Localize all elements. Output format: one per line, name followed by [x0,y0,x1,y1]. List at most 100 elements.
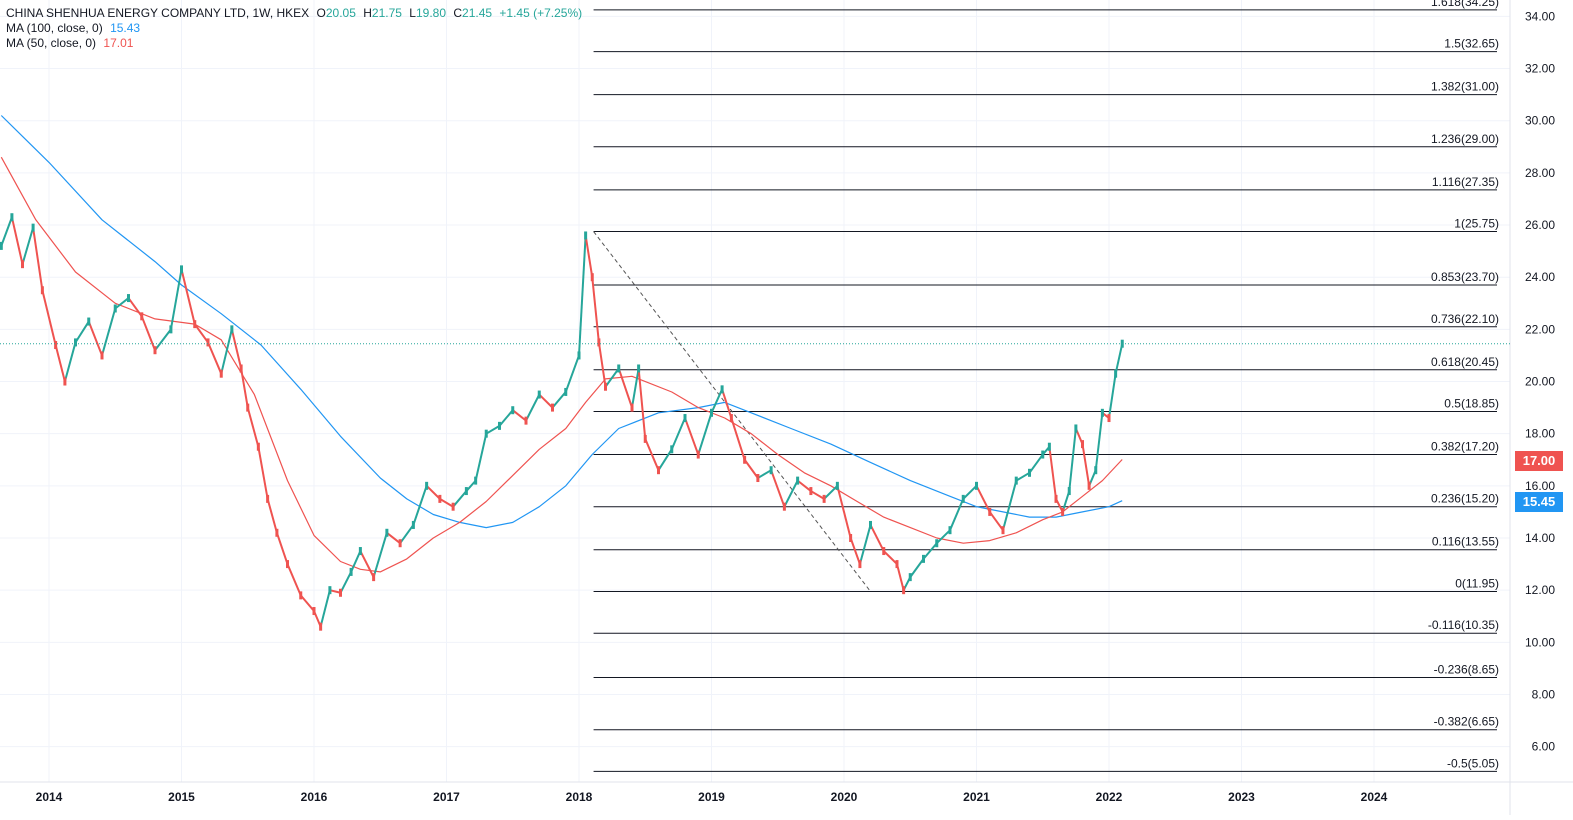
price-candle [564,387,568,396]
price-segment [1108,373,1117,419]
price-candle [358,547,362,556]
price-segment [604,367,620,388]
symbol-row: CHINA SHENHUA ENERGY COMPANY LTD, 1W, HK… [6,6,582,21]
price-segment [207,342,223,375]
price-candle [1094,466,1098,475]
x-tick-label: 2015 [168,790,195,804]
price-segment [32,227,44,291]
fib-level-label: 0.736(22.10) [1431,312,1499,326]
price-candle [908,573,912,582]
y-tick-label: 34.00 [1525,9,1555,23]
price-candle [1100,408,1104,417]
price-segment [909,558,925,578]
price-candle [1047,442,1051,451]
price-segment [220,329,233,374]
price-candle [193,320,197,329]
ohlc-close: C21.45 [453,6,492,20]
ma50-value: 17.01 [103,36,134,50]
x-tick-label: 2024 [1361,790,1388,804]
y-tick-label: 8.00 [1532,687,1556,701]
price-candle [577,351,581,360]
ma100-label: MA (100, close, 0) [6,21,103,35]
price-candle [643,434,647,443]
price-candle [869,520,872,529]
y-tick-label: 6.00 [1532,740,1556,754]
price-candle [31,223,35,232]
price-candle [630,403,634,412]
x-tick-label: 2017 [433,790,460,804]
price-segment [578,235,587,356]
price-segment [949,498,965,531]
y-tick-label: 20.00 [1525,375,1555,389]
price-segment [169,269,183,330]
price-segment [710,388,724,414]
ma50-line [0,156,1123,573]
price-segment [637,368,647,439]
price-candle [40,286,44,295]
price-candle [902,586,906,595]
price-candle [299,591,303,600]
open-label: O [316,6,326,20]
price-candle [597,338,601,347]
price-candle [372,573,376,582]
price-candle [74,338,77,347]
price-segment [180,269,196,325]
price-candle [720,385,724,394]
price-segment [412,485,428,526]
price-segment [452,490,468,508]
high-label: H [363,6,372,20]
ma50-legend-row[interactable]: MA (50, close, 0) 17.01 [6,36,582,51]
price-candle [153,346,157,355]
price-candle [339,588,342,597]
ma50-label: MA (50, close, 0) [6,36,97,50]
x-tick-label: 2020 [831,790,858,804]
price-segment [127,297,143,317]
fib-level-label: 1.116(27.35) [1432,175,1499,189]
change-value: +1.45 (+7.25%) [499,6,583,20]
price-candle [438,494,442,503]
price-segment [74,320,90,343]
price-segment [0,216,13,247]
price-candle [882,547,886,556]
y-tick-label: 16.00 [1525,479,1555,493]
price-segment [1094,412,1104,471]
x-tick-label: 2021 [963,790,990,804]
price-candle [10,213,14,222]
fib-level-label: 0.116(13.55) [1432,535,1499,549]
ma100-line [0,115,1123,529]
price-segment [193,323,209,343]
price-candle [498,421,501,430]
fib-trend-line [593,231,871,592]
price-segment [101,308,117,356]
price-candle [696,450,700,459]
x-tick-label: 2023 [1228,790,1255,804]
price-segment [730,417,746,461]
price-candle [484,429,488,438]
ohlc-open: O20.05 [317,6,356,20]
fib-level-label: 1.382(31.00) [1431,80,1499,94]
price-segment [63,342,77,382]
price-segment [836,485,852,539]
price-segment [1048,446,1057,500]
close-label: C [453,6,463,20]
price-candle [275,528,279,537]
ma100-legend-row[interactable]: MA (100, close, 0) 15.43 [6,21,582,36]
price-candle [398,539,402,548]
price-segment [21,227,35,265]
fib-level-label: 0(11.95) [1455,576,1499,590]
price-candle [319,622,323,631]
price-segment [684,417,700,455]
price-segment [1015,471,1031,482]
price-candle [988,507,992,516]
price-segment [329,589,341,594]
open-value: 20.05 [325,6,356,20]
ma100-value: 15.43 [110,21,141,35]
price-candle [617,364,621,373]
price-candle [551,403,554,412]
price-candle [246,403,250,412]
price-segment [810,490,825,500]
price-candle [524,416,528,425]
price-segment [339,571,352,594]
